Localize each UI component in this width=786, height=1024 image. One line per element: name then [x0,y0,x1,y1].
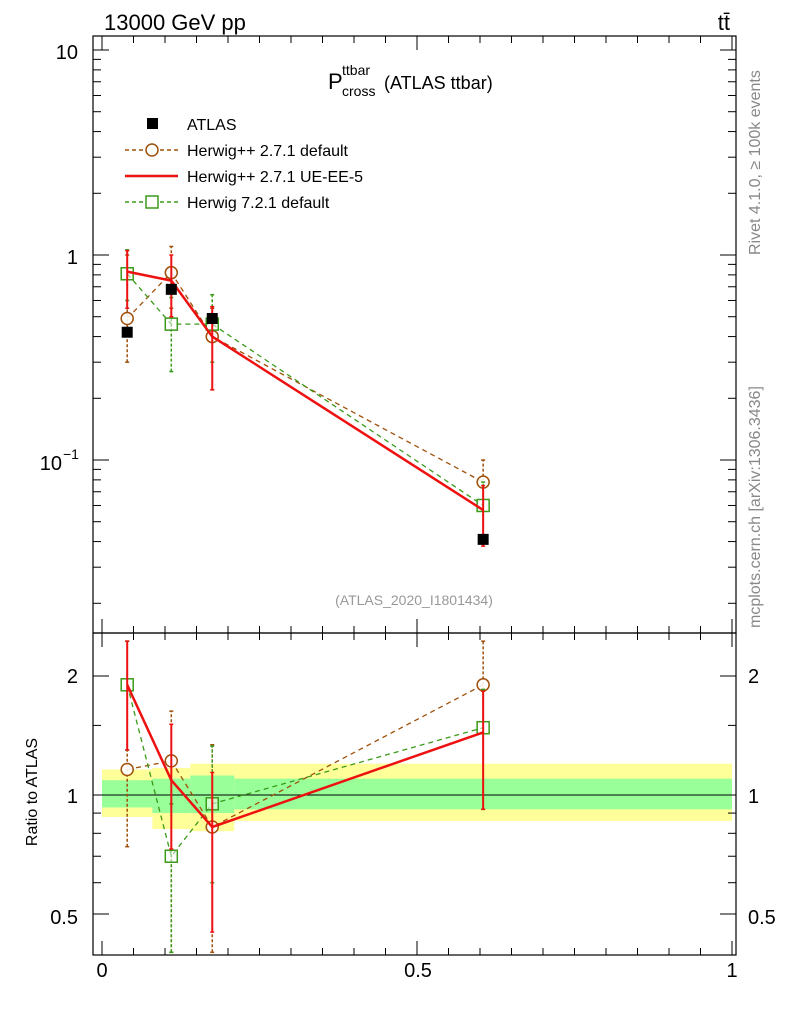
plot-title-subscript: cross [342,83,375,99]
ratio-ytick-label-0.5-left: 0.5 [50,907,78,929]
legend-label-atlas: ATLAS [187,117,237,134]
main-panel: 10 1 10 −1 P ttbar cross (ATLAS ttbar) (… [40,35,737,634]
legend-label-herwigpp-default: Herwig++ 2.7.1 default [187,143,349,160]
legend-marker-atlas [147,118,158,129]
ratio-ytick-label-1-left: 1 [67,786,78,808]
ratio-ticks [93,633,736,955]
main-ytick-label-10: 10 [56,42,78,64]
main-ytick-label-0.1-exponent: −1 [63,446,79,462]
ratio-herwigpp-default-line [127,684,484,828]
main-atlas-point [206,313,218,325]
legend: ATLAS Herwig++ 2.7.1 default Herwig++ 2.… [125,117,363,212]
ratio-ytick-label-0.5-right: 0.5 [748,907,776,929]
main-herwigpp-ueee5-line [126,270,484,512]
ratio-panel: Ratio to ATLAS 2 1 0.5 2 1 0.5 0 0.5 1 [24,632,776,982]
rivet-version-label: Rivet 4.1.0, ≥ 100k events [747,70,764,255]
ratio-uncertainty-bands [102,763,733,832]
main-atlas-point [121,326,133,338]
legend-marker-herwigpp-default [145,143,159,157]
plot-title-main: P [328,69,343,94]
legend-label-herwigpp-ueee5: Herwig++ 2.7.1 UE-EE-5 [187,169,363,186]
ratio-herwig7-default-line [126,684,484,858]
legend-item-herwigpp-default: Herwig++ 2.7.1 default [125,143,349,160]
legend-item-herwigpp-ueee5: Herwig++ 2.7.1 UE-EE-5 [125,169,363,186]
ratio-ytick-label-2-right: 2 [748,666,759,688]
xtick-label-0.5: 0.5 [404,960,432,982]
plot-title-suffix: (ATLAS ttbar) [384,73,493,93]
legend-item-atlas: ATLAS [147,117,237,134]
main-herwig7-default-line [126,273,484,507]
analysis-id: (ATLAS_2020_I1801434) [335,592,493,608]
main-atlas-point [165,283,177,295]
main-herwig7-default-point [164,317,179,331]
ratio-herwigpp-ueee5-line [126,684,484,829]
main-series-layer [120,245,490,547]
process-label: tt̄ [718,10,730,35]
ratio-ytick-label-1-right: 1 [748,786,759,808]
legend-marker-herwig7-default [145,195,159,209]
legend-item-herwig7-default: Herwig 7.2.1 default [125,195,330,212]
ratio-ylabel: Ratio to ATLAS [24,738,41,846]
main-herwigpp-default-line [126,271,484,483]
main-atlas-point [477,533,489,545]
main-ticks [93,36,736,633]
main-ytick-label-0.1-base: 10 [40,453,62,475]
xtick-label-0: 0 [96,960,107,982]
plot-title-superscript: ttbar [342,62,370,78]
legend-label-herwig7-default: Herwig 7.2.1 default [187,195,330,212]
ratio-herwig7-default-point [164,849,179,863]
ratio-frame [92,632,737,956]
ratio-herwigpp-default-point [120,762,134,777]
main-ytick-label-1: 1 [67,247,78,269]
ratio-series-layer [120,640,490,954]
main-herwigpp-default-point [120,311,134,326]
mcplots-label: mcplots.cern.ch [arXiv:1306.3436] [747,386,764,628]
ratio-ytick-label-2-left: 2 [67,666,78,688]
xtick-label-1: 1 [726,960,737,982]
energy-label: 13000 GeV pp [104,10,246,35]
